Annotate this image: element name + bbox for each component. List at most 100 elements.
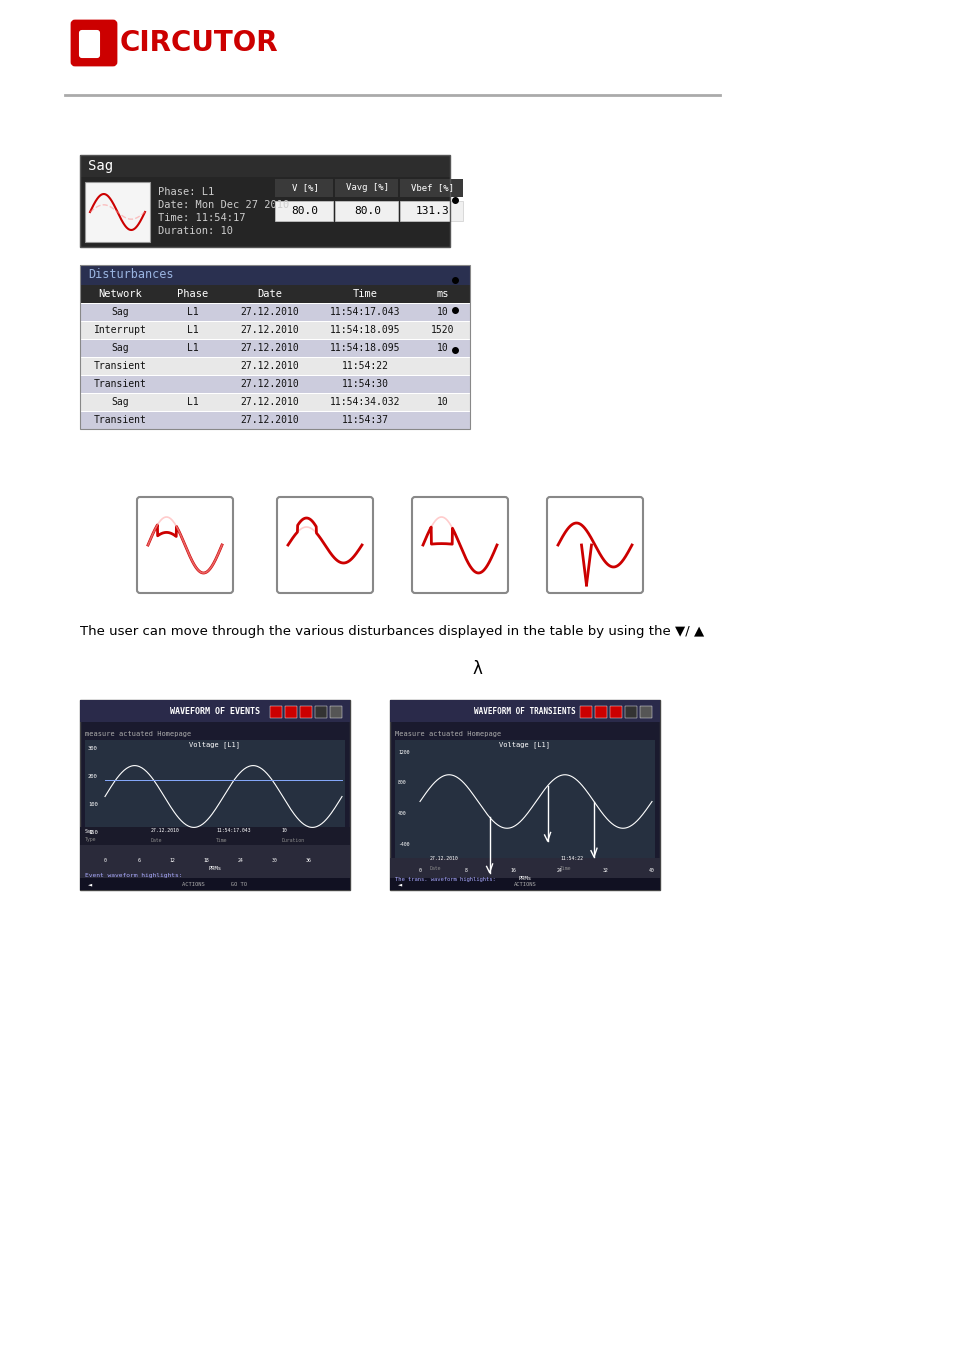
Bar xyxy=(314,706,327,718)
Text: Time: Time xyxy=(352,289,377,298)
Text: Phase: L1: Phase: L1 xyxy=(158,188,214,197)
Text: 11:54:17.043: 11:54:17.043 xyxy=(215,829,251,833)
Bar xyxy=(80,412,470,429)
Text: ◄: ◄ xyxy=(397,882,402,887)
Bar xyxy=(80,358,470,375)
Text: Date: Mon Dec 27 2010: Date: Mon Dec 27 2010 xyxy=(158,200,289,211)
Bar xyxy=(299,706,312,718)
Text: 24: 24 xyxy=(237,859,243,863)
Bar xyxy=(639,706,651,718)
Text: The user can move through the various disturbances displayed in the table by usi: The user can move through the various di… xyxy=(80,625,703,639)
Text: PRMs: PRMs xyxy=(518,876,531,882)
Bar xyxy=(80,845,350,886)
Text: 12: 12 xyxy=(170,859,175,863)
FancyBboxPatch shape xyxy=(80,31,99,57)
Bar xyxy=(85,740,345,853)
Text: 400: 400 xyxy=(397,811,406,815)
Bar xyxy=(80,265,470,285)
Text: Sag: Sag xyxy=(85,829,93,833)
Text: 27.12.2010: 27.12.2010 xyxy=(240,325,299,335)
Text: 27.12.2010: 27.12.2010 xyxy=(430,856,458,861)
Text: L1: L1 xyxy=(187,343,198,352)
Text: 131.3: 131.3 xyxy=(416,207,449,216)
Text: Disturbances: Disturbances xyxy=(88,269,173,282)
Text: CIRCUTOR: CIRCUTOR xyxy=(120,28,278,57)
Text: 10: 10 xyxy=(281,829,287,833)
Text: Duration: Duration xyxy=(281,837,304,842)
Text: 1520: 1520 xyxy=(431,325,454,335)
Bar xyxy=(390,701,659,890)
Text: 11:54:18.095: 11:54:18.095 xyxy=(330,325,400,335)
Text: 18: 18 xyxy=(204,859,210,863)
Text: 27.12.2010: 27.12.2010 xyxy=(240,360,299,371)
Bar xyxy=(579,706,592,718)
Text: 800: 800 xyxy=(397,780,406,786)
Text: L1: L1 xyxy=(187,397,198,406)
Text: Type: Type xyxy=(85,837,96,842)
Text: Vavg [%]: Vavg [%] xyxy=(346,184,389,193)
Bar xyxy=(399,180,462,197)
Text: 200: 200 xyxy=(88,774,97,779)
FancyBboxPatch shape xyxy=(71,22,116,65)
Bar xyxy=(80,304,470,321)
Text: 40: 40 xyxy=(648,868,654,873)
Text: Time: 11:54:17: Time: 11:54:17 xyxy=(158,213,245,223)
Bar xyxy=(595,706,606,718)
Bar xyxy=(274,180,333,197)
Text: Sag: Sag xyxy=(112,343,129,352)
Text: 30: 30 xyxy=(271,859,277,863)
Text: Voltage [L1]: Voltage [L1] xyxy=(499,741,550,748)
Text: 32: 32 xyxy=(602,868,608,873)
Bar xyxy=(624,706,637,718)
Text: Date: Date xyxy=(151,837,162,842)
Bar xyxy=(80,265,470,429)
Bar xyxy=(80,177,450,247)
FancyBboxPatch shape xyxy=(137,497,233,593)
Text: Transient: Transient xyxy=(93,360,146,371)
Text: 16: 16 xyxy=(510,868,516,873)
Text: Time: Time xyxy=(215,837,227,842)
Bar xyxy=(285,706,296,718)
Text: Date: Date xyxy=(257,289,282,298)
Bar xyxy=(80,375,470,393)
Bar xyxy=(395,740,655,863)
Bar xyxy=(85,182,150,242)
Text: 10: 10 xyxy=(436,343,448,352)
Bar xyxy=(80,701,350,722)
Bar xyxy=(270,706,282,718)
Text: 10: 10 xyxy=(436,306,448,317)
Text: 150: 150 xyxy=(88,830,97,836)
Bar xyxy=(390,878,659,890)
Text: Vbef [%]: Vbef [%] xyxy=(411,184,454,193)
Text: 27.12.2010: 27.12.2010 xyxy=(240,397,299,406)
Bar xyxy=(390,859,659,886)
Text: 80.0: 80.0 xyxy=(354,207,380,216)
FancyBboxPatch shape xyxy=(546,497,642,593)
Text: 6: 6 xyxy=(137,859,140,863)
Text: 300: 300 xyxy=(88,745,97,751)
Text: ACTIONS        GO TO: ACTIONS GO TO xyxy=(182,882,247,887)
Text: V [%]: V [%] xyxy=(292,184,318,193)
Text: Sag: Sag xyxy=(88,159,113,173)
Bar xyxy=(80,321,470,339)
Text: λ: λ xyxy=(472,660,481,678)
Text: PRMs: PRMs xyxy=(209,865,221,871)
Bar xyxy=(330,706,341,718)
Bar xyxy=(390,701,659,722)
Bar xyxy=(80,393,470,410)
Bar xyxy=(609,706,621,718)
Text: Voltage [L1]: Voltage [L1] xyxy=(190,741,240,748)
Text: The trans. waveform highlights:: The trans. waveform highlights: xyxy=(395,878,496,883)
FancyBboxPatch shape xyxy=(412,497,507,593)
Text: Network: Network xyxy=(98,289,142,298)
Text: Event waveform highlights:: Event waveform highlights: xyxy=(85,872,182,878)
Bar xyxy=(80,155,450,177)
Text: Interrupt: Interrupt xyxy=(93,325,146,335)
Text: Sag: Sag xyxy=(112,397,129,406)
Text: -400: -400 xyxy=(397,842,409,846)
Bar xyxy=(80,878,350,890)
Bar xyxy=(80,155,450,247)
Text: 80.0: 80.0 xyxy=(292,207,318,216)
Text: L1: L1 xyxy=(187,306,198,317)
Text: Time: Time xyxy=(559,865,571,871)
